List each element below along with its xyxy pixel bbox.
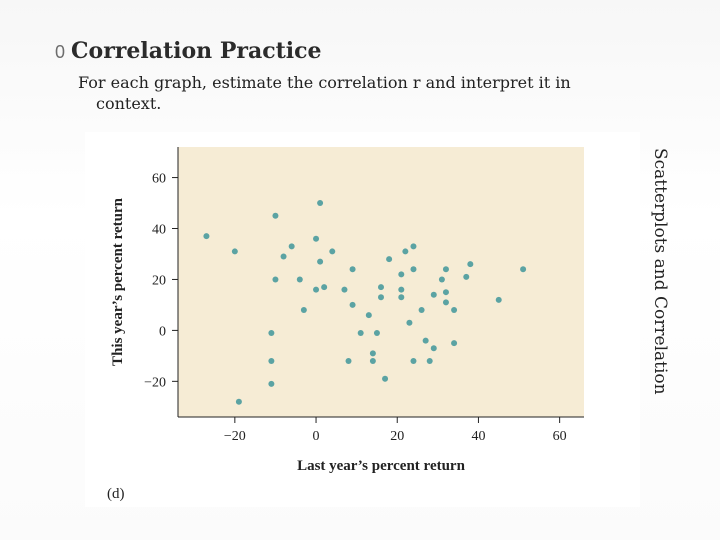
data-point [386,256,393,263]
data-point [402,248,409,255]
data-point [288,243,295,250]
data-point [369,357,376,364]
plot-area [178,147,584,417]
data-point [451,340,458,347]
data-point [442,299,449,306]
data-point [341,286,348,293]
data-point [467,261,474,268]
data-point [365,312,372,319]
y-axis-ticks: −20 0 20 40 60 [144,172,178,390]
data-point [235,398,242,405]
data-point [272,276,279,283]
x-tick-label: 60 [553,429,567,444]
data-point [520,266,527,273]
data-point [268,329,275,336]
data-point [378,284,384,291]
data-point [442,289,449,296]
data-point [231,248,238,255]
figure-label: (d) [107,486,125,502]
data-point [345,357,352,364]
data-point [313,235,320,242]
y-tick-label: 40 [152,223,166,238]
data-point [203,233,210,240]
data-point [410,357,417,364]
data-point [349,301,356,308]
y-tick-label: 20 [152,273,166,288]
data-point [495,296,502,303]
subtitle-line-2: context. [96,94,162,113]
x-axis-label: Last year’s percent return [297,458,466,474]
data-point [349,266,356,273]
data-points [203,200,527,405]
data-point [398,294,405,301]
data-point [329,248,336,255]
data-point [451,307,458,314]
y-tick-label: −20 [144,375,166,390]
data-point [426,357,433,364]
data-point [442,266,449,273]
y-tick-label: 60 [152,172,166,187]
data-point [313,286,320,293]
data-point [438,276,445,283]
side-section-label: Scatterplots and Correlation [650,148,670,395]
data-point [272,212,279,219]
data-point [382,375,389,382]
data-point [463,273,470,280]
slide-title: 0 Correlation Practice [55,38,322,64]
data-point [268,380,275,387]
data-point [406,319,413,326]
data-point [268,357,275,364]
y-axis-label: This year’s percent return [110,197,126,366]
x-tick-label: 0 [313,429,320,444]
data-point [410,243,417,250]
data-point [317,258,324,265]
data-point [378,294,384,301]
data-point [373,329,380,336]
x-tick-label: 40 [471,429,485,444]
data-point [300,307,307,314]
x-tick-label: 20 [390,429,404,444]
data-point [422,337,429,344]
y-tick-label: 0 [159,324,166,339]
data-point [357,329,364,336]
data-point [398,286,405,293]
x-tick-label: −20 [224,429,246,444]
scatterplot-chart: −20 0 20 40 60 −20 0 20 40 60 Last year’s percen… [107,147,584,502]
data-point [418,307,425,314]
data-point [430,345,437,352]
data-point [296,276,303,283]
data-point [317,200,324,207]
data-point [280,253,287,260]
data-point [321,284,328,291]
title-text: Correlation Practice [71,38,322,64]
data-point [430,291,437,298]
title-bullet: 0 [55,42,66,62]
scatterplot-figure: −20 0 20 40 60 −20 0 20 40 60 Last year’s percen… [85,132,640,507]
data-point [369,350,376,357]
x-axis-ticks: −20 0 20 40 60 [224,417,567,444]
slide-subtitle: For each graph, estimate the correlation… [78,72,598,114]
data-point [398,271,405,278]
data-point [410,266,417,273]
subtitle-line-1: For each graph, estimate the correlation… [78,73,571,92]
